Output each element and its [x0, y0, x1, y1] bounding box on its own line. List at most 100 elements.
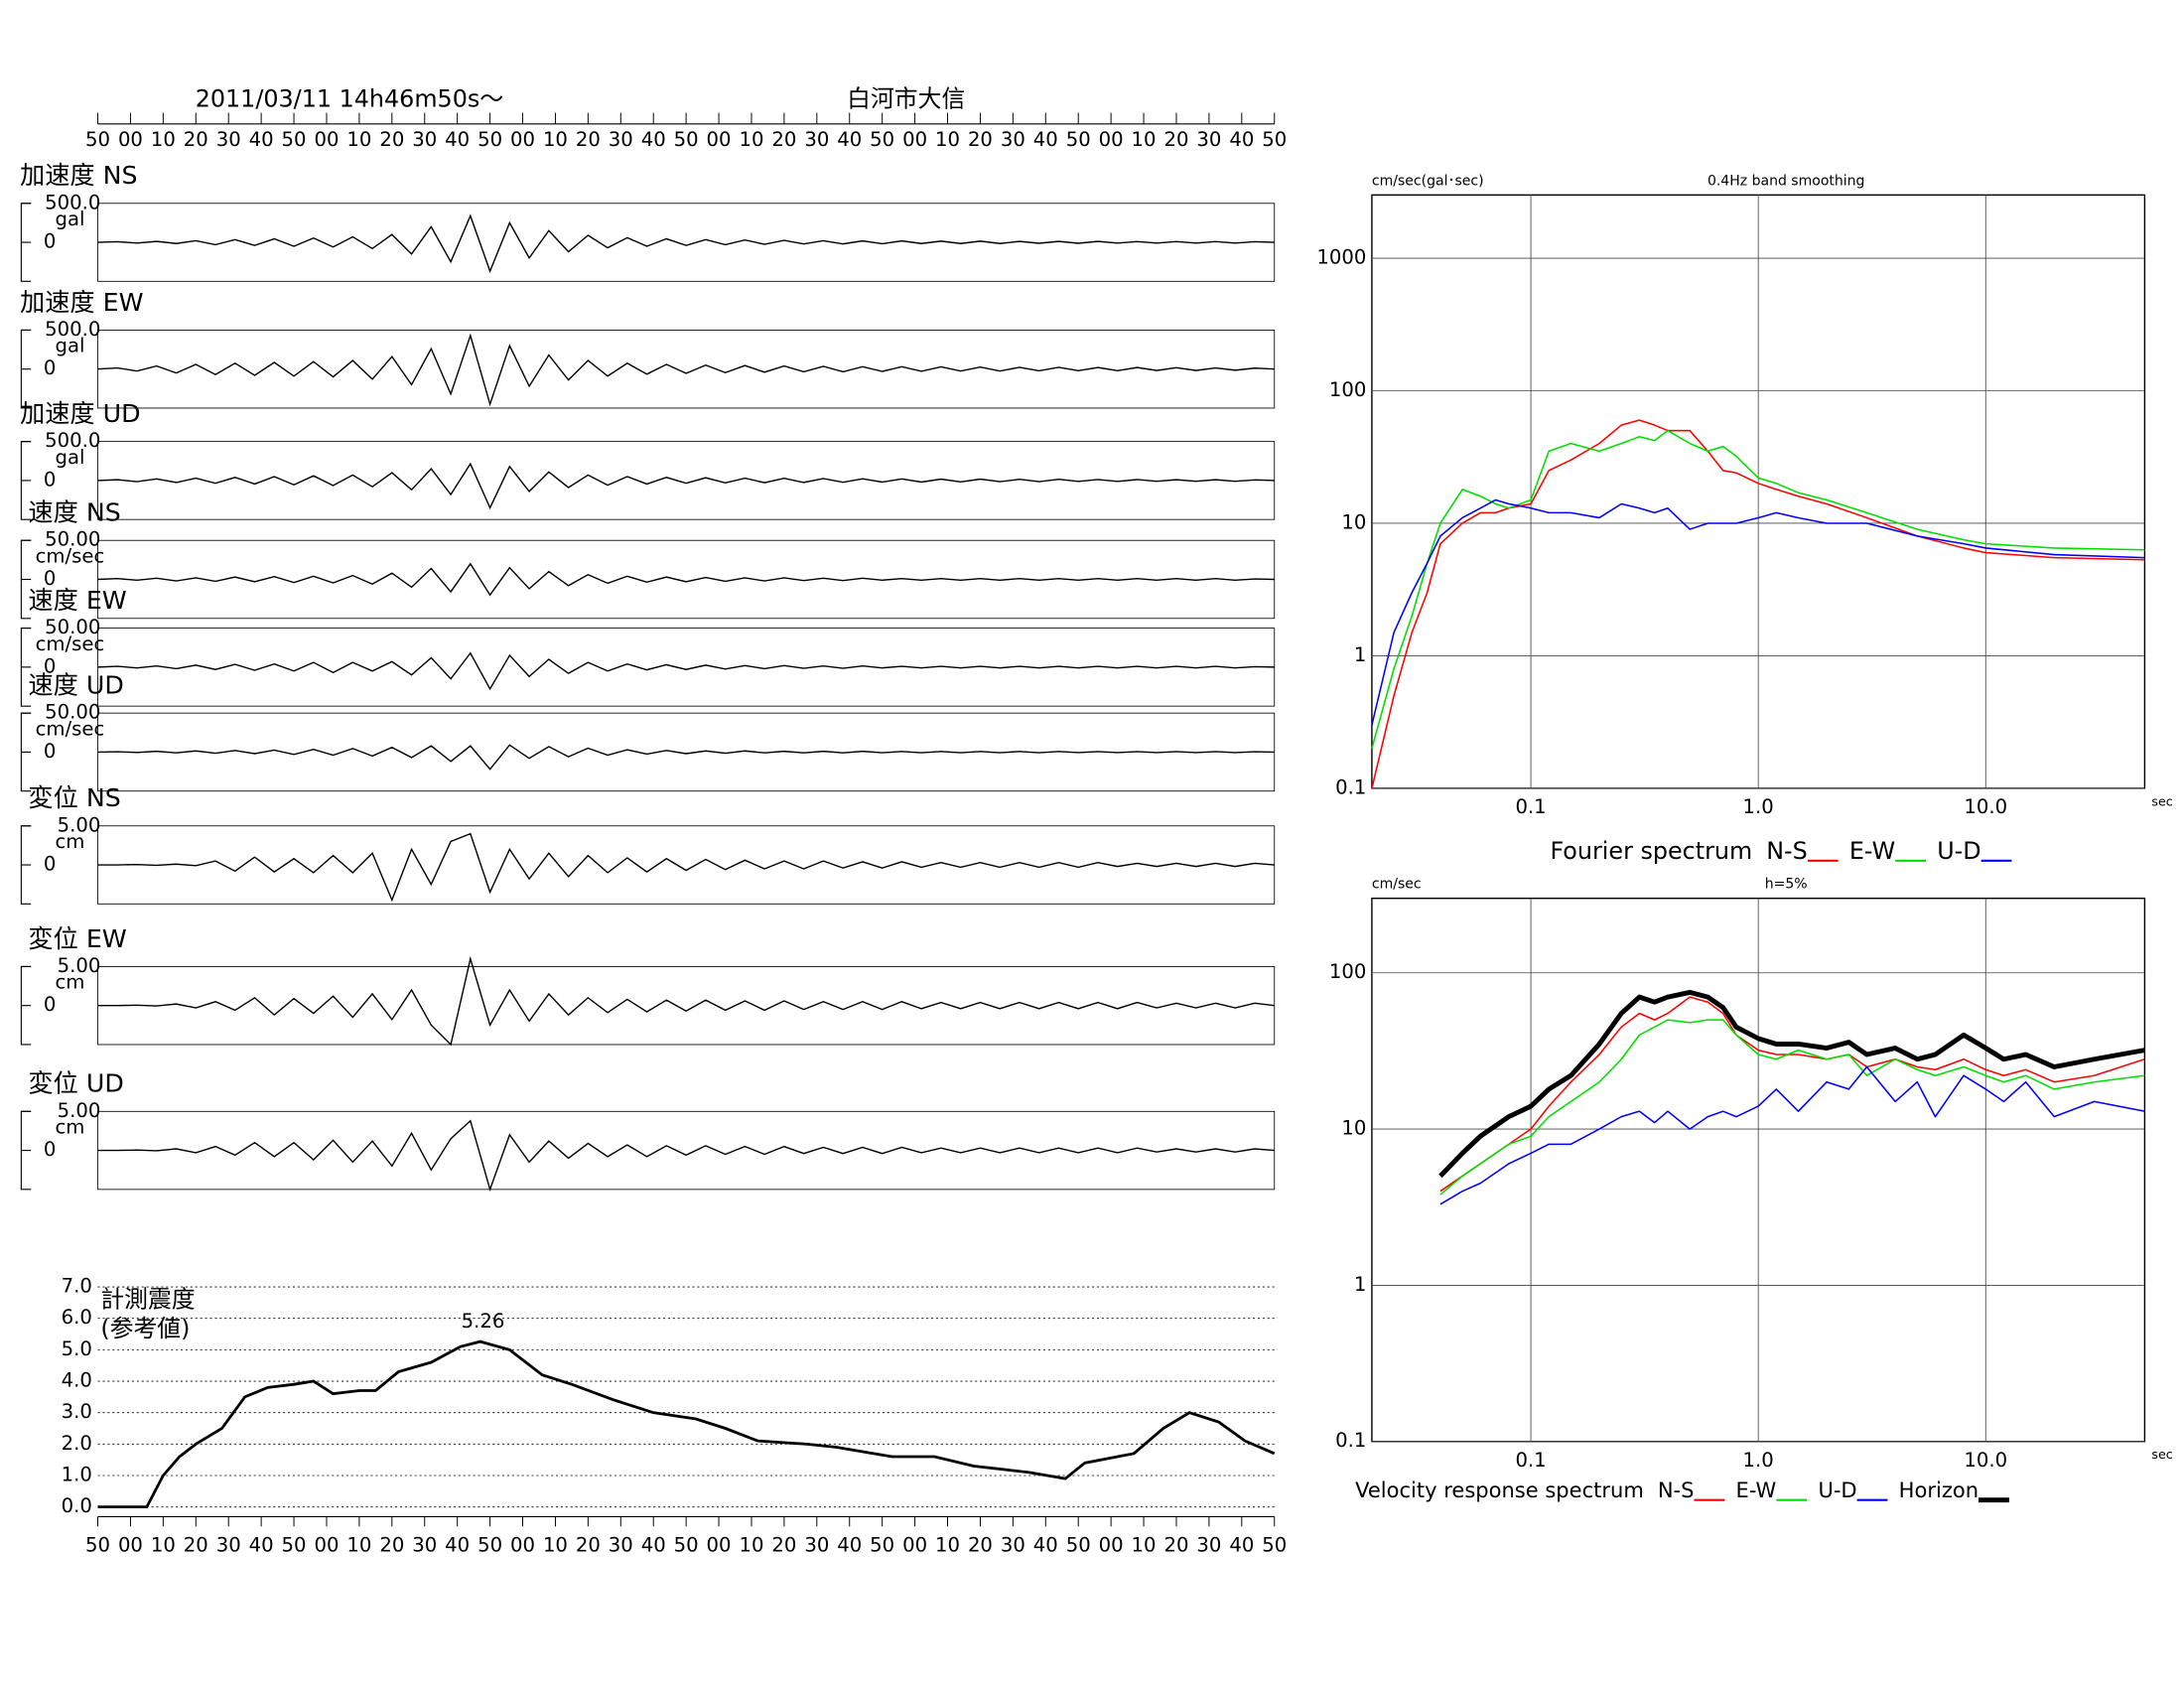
panel-label: 速度 UD — [28, 671, 123, 700]
x-tick-label: 00 — [1099, 128, 1124, 151]
panel-label: 加速度 NS — [20, 161, 138, 190]
x-tick-label: 10 — [151, 128, 176, 151]
waveform-trace — [97, 832, 1275, 903]
x-tick-label: 1.0 — [1743, 795, 1774, 818]
x-tick-label: 30 — [804, 128, 829, 151]
x-tick-label: 20 — [576, 1533, 601, 1556]
legend-title: Velocity response spectrum — [1355, 1477, 1644, 1502]
x-tick-label: 20 — [1163, 128, 1188, 151]
y-unit-label: cm/sec — [1372, 877, 1422, 893]
panel-label: 加速度 EW — [20, 288, 144, 317]
x-tick-label: 30 — [609, 1533, 633, 1556]
unit-label: cm — [56, 971, 85, 994]
x-tick-label: 40 — [1033, 128, 1058, 151]
x-tick-label: 50 — [870, 128, 894, 151]
x-unit-label: sec — [2151, 1447, 2172, 1462]
y-tick-label: 1 — [1354, 1273, 1367, 1296]
x-tick-label: 50 — [1066, 128, 1091, 151]
y-tick-label: 50.00 — [45, 701, 100, 724]
x-tick-label: 10 — [1132, 1533, 1157, 1556]
y-tick-label: 5.0 — [62, 1337, 92, 1360]
y-tick-label: 500.0 — [45, 191, 100, 213]
y-axis-label: 計測震度 — [100, 1286, 195, 1314]
unit-label: cm/sec — [36, 717, 105, 740]
y-tick-label: 10 — [1341, 1117, 1366, 1140]
x-tick-label: 10 — [346, 128, 371, 151]
waveform-trace — [97, 955, 1275, 1047]
x-tick-label: 50 — [674, 128, 699, 151]
x-tick-label: 30 — [216, 128, 241, 151]
x-tick-label: 10 — [543, 1533, 568, 1556]
waveform-trace — [97, 744, 1275, 771]
x-tick-label: 30 — [1001, 128, 1025, 151]
waveform-trace — [97, 333, 1275, 407]
x-tick-label: 40 — [445, 128, 470, 151]
x-tick-label: 30 — [216, 1533, 241, 1556]
x-tick-label: 00 — [118, 128, 143, 151]
legend-title: Fourier spectrum — [1550, 837, 1752, 865]
panel-frame — [97, 441, 1276, 520]
y-tick-label: 3.0 — [62, 1400, 92, 1423]
legend-label: U-D — [1818, 1477, 1856, 1502]
panel-frame — [97, 539, 1276, 620]
x-tick-label: 30 — [1196, 1533, 1221, 1556]
x-tick-label: 10 — [543, 128, 568, 151]
x-tick-label: 40 — [641, 128, 666, 151]
x-tick-label: 20 — [1163, 1533, 1188, 1556]
x-tick-label: 00 — [902, 1533, 927, 1556]
x-tick-label: 20 — [379, 1533, 404, 1556]
x-tick-label: 50 — [85, 128, 110, 151]
x-tick-label: 00 — [314, 128, 339, 151]
legend-label: N-S — [1766, 837, 1808, 865]
x-tick-label: 30 — [1001, 1533, 1025, 1556]
y-tick-label: 0 — [44, 468, 56, 491]
unit-label: gal — [55, 446, 84, 469]
legend-label: N-S — [1658, 1477, 1695, 1502]
y-tick-label: 0 — [44, 654, 56, 677]
spectrum-line — [1371, 498, 2145, 726]
y-tick-label: 5.00 — [58, 1099, 101, 1122]
plot-title: 0.4Hz band smoothing — [1707, 173, 1865, 189]
x-tick-label: 10 — [151, 1533, 176, 1556]
x-tick-label: 30 — [412, 1533, 437, 1556]
x-tick-label: 30 — [804, 1533, 829, 1556]
spectrum-line — [1439, 1019, 2145, 1196]
x-tick-label: 20 — [771, 128, 796, 151]
peak-label: 5.26 — [462, 1310, 505, 1333]
x-tick-label: 00 — [118, 1533, 143, 1556]
legend-label: E-W — [1736, 1477, 1777, 1502]
x-tick-label: 30 — [1196, 128, 1221, 151]
x-tick-label: 00 — [902, 128, 927, 151]
x-tick-label: 10 — [739, 1533, 763, 1556]
panel-label: 速度 EW — [28, 586, 126, 615]
y-tick-label: 0 — [44, 567, 56, 590]
panel-label: 速度 NS — [28, 498, 120, 527]
y-tick-label: 500.0 — [45, 318, 100, 341]
panel-label: 変位 NS — [28, 783, 120, 812]
x-tick-label: 40 — [1229, 1533, 1254, 1556]
panel-frame — [97, 1110, 1276, 1191]
x-tick-label: 20 — [968, 128, 993, 151]
x-tick-label: 50 — [1262, 1533, 1287, 1556]
y-tick-label: 0 — [44, 1138, 56, 1161]
x-tick-label: 00 — [510, 1533, 535, 1556]
x-tick-label: 50 — [478, 128, 502, 151]
unit-label: gal — [55, 208, 84, 230]
waveform-trace — [97, 1119, 1275, 1193]
legend-label: Horizon — [1899, 1477, 1979, 1502]
x-tick-label: 50 — [85, 1533, 110, 1556]
x-tick-label: 20 — [379, 128, 404, 151]
waveform-trace — [97, 462, 1275, 510]
x-tick-label: 40 — [837, 1533, 862, 1556]
x-tick-label: 00 — [1099, 1533, 1124, 1556]
x-tick-label: 40 — [249, 128, 274, 151]
plot-title: h=5% — [1765, 877, 1808, 893]
x-tick-label: 10.0 — [1964, 795, 2007, 818]
x-tick-label: 40 — [641, 1533, 666, 1556]
x-tick-label: 10 — [1132, 128, 1157, 151]
x-tick-label: 20 — [576, 128, 601, 151]
x-tick-label: 50 — [674, 1533, 699, 1556]
spectrum-line — [1439, 1065, 2145, 1205]
